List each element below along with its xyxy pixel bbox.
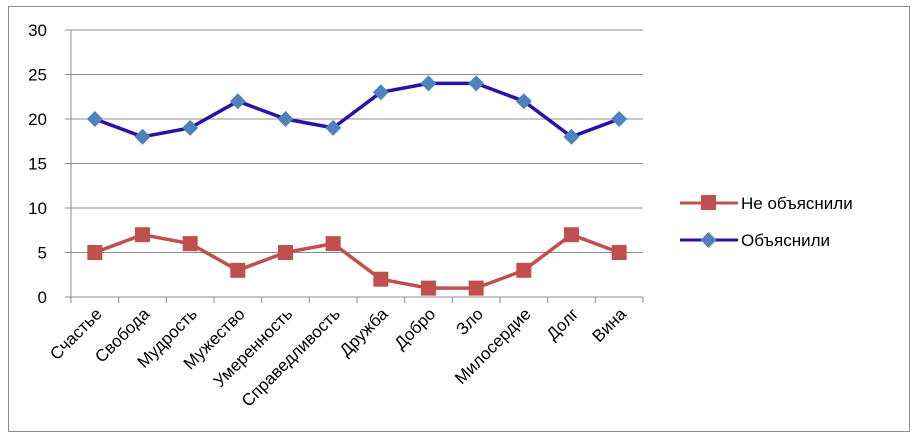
x-tick-label: Добро [391,304,440,353]
legend: Не объяснили Объяснили [680,194,853,250]
data-point-square [278,245,293,260]
x-tick-label: Долг [543,304,583,344]
series-line [94,232,620,290]
data-point-diamond [182,119,199,136]
gridlines [71,29,643,253]
legend-label: Объяснили [741,231,830,250]
x-tick-label: Дружба [336,304,392,360]
data-point-diamond [515,93,532,110]
x-tick-label: Зло [452,304,487,339]
legend-label: Не объяснили [741,194,853,213]
legend-diamond-marker [700,232,717,248]
data-point-square [325,236,341,252]
data-point-diamond [325,119,342,136]
legend-item-1: Объяснили [680,231,830,250]
y-tick-label: 15 [28,155,47,174]
data-point-diamond [563,128,580,145]
data-point-square [87,245,103,260]
data-point-diamond [468,75,485,92]
axes [65,29,644,303]
data-point-diamond [229,93,246,110]
data-point-square [611,245,627,260]
y-tick-label: 20 [28,110,47,129]
y-tick-label: 10 [28,199,47,218]
data-point-diamond [134,128,151,145]
data-point-diamond [277,111,294,127]
legend-item-0: Не объяснили [680,194,853,213]
x-tick-labels: СчастьеСвободаМудростьМужествоУмеренност… [46,304,630,411]
chart-frame [8,6,910,432]
y-tick-labels: 0 5 10 15 20 25 30 [28,21,47,307]
data-point-square [373,271,389,287]
series-1 [86,75,628,145]
data-point-square [135,227,150,243]
data-point-square [516,262,532,278]
data-point-square [468,280,484,296]
series-0 [87,227,627,296]
data-point-diamond [86,111,103,127]
data-point-square [421,280,436,296]
y-tick-label: 30 [28,21,47,40]
data-point-diamond [372,84,389,101]
data-point-square [182,236,198,252]
y-tick-label: 0 [38,288,47,307]
y-tick-label: 5 [38,244,47,263]
y-tick-label: 25 [28,66,47,85]
x-tick-label: Вина [588,304,630,346]
data-point-diamond [420,75,437,92]
series [86,75,628,296]
data-point-diamond [611,111,628,127]
series-line [94,81,620,139]
data-point-square [564,227,579,243]
data-point-square [230,262,246,278]
legend-square-marker [701,195,716,210]
